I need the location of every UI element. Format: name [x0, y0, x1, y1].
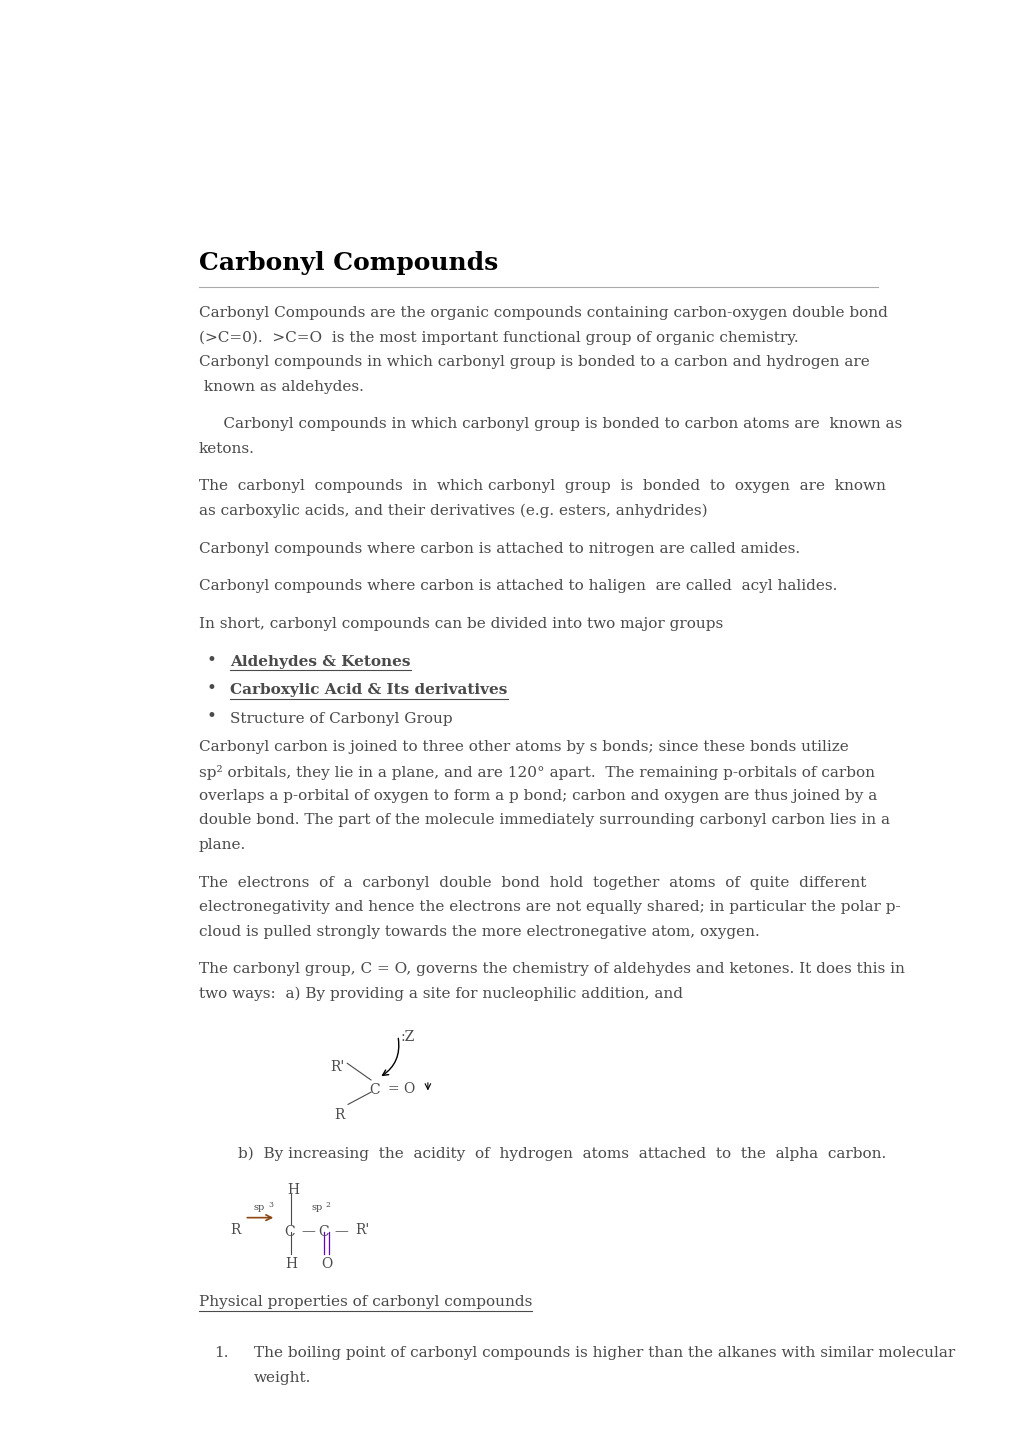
- Text: 1.: 1.: [214, 1347, 228, 1360]
- Text: •: •: [206, 681, 216, 696]
- Text: (>C=0).  >C=O  is the most important functional group of organic chemistry.: (>C=0). >C=O is the most important funct…: [199, 330, 798, 345]
- Text: ketons.: ketons.: [199, 441, 255, 456]
- Text: In short, carbonyl compounds can be divided into two major groups: In short, carbonyl compounds can be divi…: [199, 617, 722, 632]
- Text: The  carbonyl  compounds  in  which carbonyl  group  is  bonded  to  oxygen  are: The carbonyl compounds in which carbonyl…: [199, 480, 884, 493]
- Text: The  electrons  of  a  carbonyl  double  bond  hold  together  atoms  of  quite : The electrons of a carbonyl double bond …: [199, 875, 865, 890]
- Text: O: O: [321, 1256, 332, 1270]
- Text: C: C: [318, 1226, 328, 1240]
- Text: Carbonyl compounds where carbon is attached to haligen  are called  acyl halides: Carbonyl compounds where carbon is attac…: [199, 580, 837, 594]
- Text: as carboxylic acids, and their derivatives (e.g. esters, anhydrides): as carboxylic acids, and their derivativ…: [199, 503, 706, 518]
- Text: C: C: [284, 1226, 294, 1240]
- Text: overlaps a p-orbital of oxygen to form a p bond; carbon and oxygen are thus join: overlaps a p-orbital of oxygen to form a…: [199, 789, 876, 803]
- Text: —: —: [302, 1224, 315, 1239]
- Text: Carbonyl compounds in which carbonyl group is bonded to a carbon and hydrogen ar: Carbonyl compounds in which carbonyl gro…: [199, 355, 868, 369]
- Text: 3: 3: [268, 1201, 273, 1208]
- Text: weight.: weight.: [254, 1371, 311, 1384]
- Text: sp: sp: [254, 1203, 265, 1213]
- Text: plane.: plane.: [199, 838, 246, 852]
- Text: H: H: [285, 1256, 297, 1270]
- Text: electronegativity and hence the electrons are not equally shared; in particular : electronegativity and hence the electron…: [199, 900, 900, 914]
- Text: Carbonyl Compounds are the organic compounds containing carbon-oxygen double bon: Carbonyl Compounds are the organic compo…: [199, 306, 887, 320]
- Text: two ways:  a) By providing a site for nucleophilic addition, and: two ways: a) By providing a site for nuc…: [199, 986, 682, 1001]
- Text: Carbonyl carbon is joined to three other atoms by s bonds; since these bonds uti: Carbonyl carbon is joined to three other…: [199, 740, 848, 754]
- Text: sp: sp: [312, 1203, 323, 1213]
- Text: b)  By increasing  the  acidity  of  hydrogen  atoms  attached  to  the  alpha  : b) By increasing the acidity of hydrogen…: [238, 1146, 886, 1161]
- Text: R: R: [230, 1223, 240, 1237]
- Text: Structure of Carbonyl Group: Structure of Carbonyl Group: [230, 712, 452, 725]
- Text: •: •: [206, 708, 216, 725]
- Text: Carbonyl compounds where carbon is attached to nitrogen are called amides.: Carbonyl compounds where carbon is attac…: [199, 542, 799, 555]
- Text: = O: = O: [388, 1082, 415, 1096]
- Text: sp² orbitals, they lie in a plane, and are 120° apart.  The remaining p-orbitals: sp² orbitals, they lie in a plane, and a…: [199, 764, 873, 780]
- Text: Carbonyl Compounds: Carbonyl Compounds: [199, 251, 497, 275]
- Text: cloud is pulled strongly towards the more electronegative atom, oxygen.: cloud is pulled strongly towards the mor…: [199, 924, 759, 939]
- Text: The boiling point of carbonyl compounds is higher than the alkanes with similar : The boiling point of carbonyl compounds …: [254, 1347, 955, 1360]
- Text: —: —: [333, 1224, 347, 1239]
- Text: double bond. The part of the molecule immediately surrounding carbonyl carbon li: double bond. The part of the molecule im…: [199, 813, 889, 828]
- Text: R: R: [334, 1107, 344, 1122]
- Text: :Z: :Z: [399, 1030, 414, 1044]
- Text: •: •: [206, 652, 216, 669]
- Text: The carbonyl group, C = O, governs the chemistry of aldehydes and ketones. It do: The carbonyl group, C = O, governs the c…: [199, 962, 904, 976]
- Text: known as aldehydes.: known as aldehydes.: [199, 379, 363, 394]
- Text: R': R': [330, 1060, 344, 1074]
- Text: Carbonyl compounds in which carbonyl group is bonded to carbon atoms are  known : Carbonyl compounds in which carbonyl gro…: [199, 417, 901, 431]
- Text: Aldehydes & Ketones: Aldehydes & Ketones: [230, 655, 411, 669]
- Text: Physical properties of carbonyl compounds: Physical properties of carbonyl compound…: [199, 1295, 532, 1309]
- Text: 2: 2: [326, 1201, 330, 1208]
- Text: Carboxylic Acid & Its derivatives: Carboxylic Acid & Its derivatives: [230, 684, 507, 698]
- Text: H: H: [287, 1184, 300, 1197]
- Text: R': R': [355, 1223, 369, 1237]
- Text: C: C: [369, 1083, 380, 1097]
